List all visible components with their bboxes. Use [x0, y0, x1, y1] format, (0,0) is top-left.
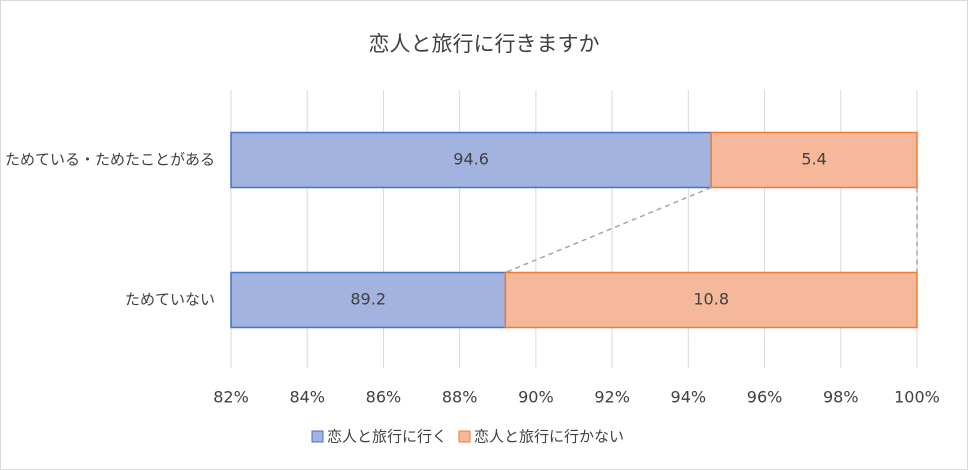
x-tick-label: 98% [823, 388, 859, 407]
x-tick-label: 84% [289, 388, 325, 407]
legend-label: 恋人と旅行に行く [327, 428, 447, 446]
x-tick-label: 82% [213, 388, 249, 407]
x-tick-label: 94% [671, 388, 707, 407]
x-tick-label: 100% [894, 388, 940, 407]
bar-segment [504, 271, 918, 329]
data-label: 89.2 [350, 290, 386, 309]
x-tick-label: 90% [518, 388, 554, 407]
y-tick-label: ためている・ためたことがある [5, 151, 215, 169]
data-label: 94.6 [453, 150, 489, 169]
bar-segment [230, 131, 712, 189]
x-tick-label: 96% [747, 388, 783, 407]
y-tick-label: ためていない [125, 291, 215, 309]
legend-swatch [458, 430, 471, 443]
chart-title: 恋人と旅行に行きますか [369, 32, 600, 56]
x-tick-label: 92% [594, 388, 630, 407]
legend-swatch [311, 430, 324, 443]
series-line [505, 186, 712, 274]
bar-segment [710, 131, 918, 189]
x-tick-label: 88% [442, 388, 478, 407]
bar-segment [230, 271, 507, 329]
legend-label: 恋人と旅行に行かない [474, 428, 624, 446]
data-label: 10.8 [693, 290, 729, 309]
data-label: 5.4 [801, 150, 826, 169]
x-tick-label: 86% [366, 388, 402, 407]
